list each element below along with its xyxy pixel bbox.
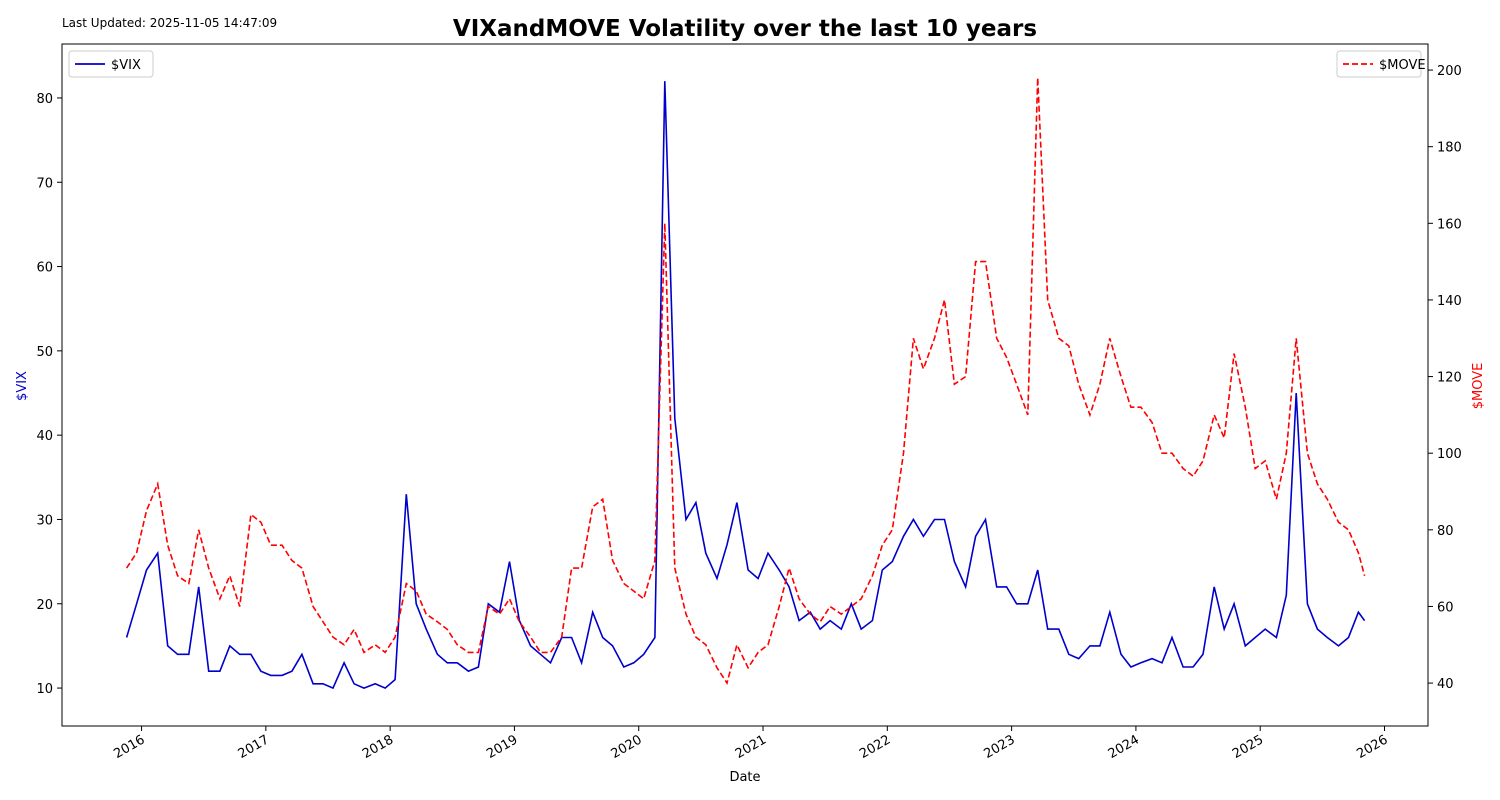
y-tick-label: 20 (36, 598, 53, 613)
y2-tick-label: 160 (1437, 217, 1462, 232)
chart-title: VIXandMOVE Volatility over the last 10 y… (453, 16, 1037, 42)
x-axis-label: Date (729, 770, 760, 785)
series-line (125, 81, 1366, 690)
y2-tick-label: 200 (1437, 64, 1462, 79)
legend-label: $VIX (111, 58, 141, 73)
y2-axis-label: $MOVE (1471, 363, 1486, 410)
y2-tick-label: 80 (1437, 524, 1454, 539)
legend-box (1336, 50, 1422, 78)
legend-label: $MOVE (1379, 58, 1426, 73)
y-axis-label: $VIX (15, 371, 30, 401)
legend-box (68, 50, 154, 78)
y2-tick-label: 40 (1437, 677, 1454, 692)
y-tick-label: 40 (36, 429, 53, 444)
y2-tick-label: 140 (1437, 294, 1462, 309)
y2-tick-label: 100 (1437, 447, 1462, 462)
y-tick-label: 30 (36, 513, 53, 528)
y-tick-label: 50 (36, 345, 53, 360)
y2-tick-label: 60 (1437, 600, 1454, 615)
y-tick-label: 60 (36, 261, 53, 276)
last-updated: Last Updated: 2025-11-05 14:47:09 (62, 16, 277, 30)
y2-tick-label: 180 (1437, 141, 1462, 156)
y-tick-label: 70 (36, 176, 53, 191)
y-tick-label: 10 (36, 682, 53, 697)
plot-frame (61, 43, 1429, 727)
series-line (125, 77, 1366, 686)
y2-tick-label: 120 (1437, 371, 1462, 386)
y-tick-label: 80 (36, 92, 53, 107)
